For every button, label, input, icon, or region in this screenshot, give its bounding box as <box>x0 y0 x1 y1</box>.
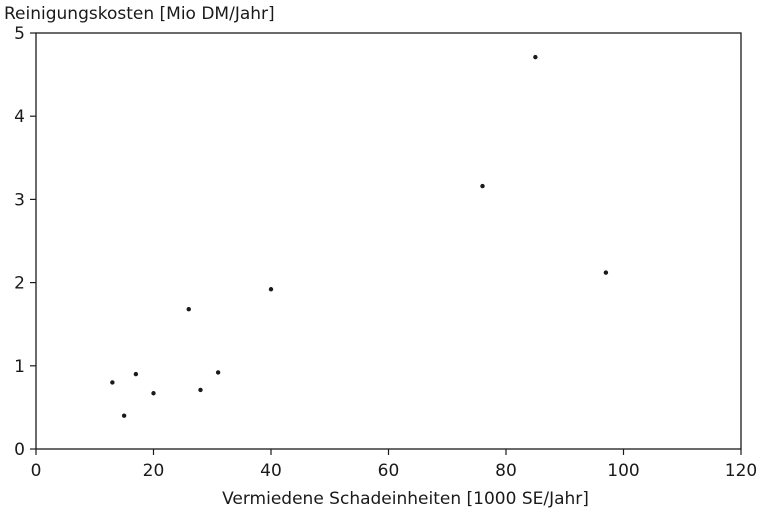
x-axis-title: Vermiedene Schadeinheiten [1000 SE/Jahr] <box>222 489 589 509</box>
data-point <box>198 387 203 393</box>
x-tick-label: 100 <box>607 461 639 481</box>
data-points <box>110 54 609 418</box>
x-tick-label: 120 <box>725 461 757 481</box>
x-tick-label: 0 <box>31 461 42 481</box>
x-tick-label: 80 <box>495 461 517 481</box>
data-point <box>110 380 115 385</box>
y-axis-title: Reinigungskosten [Mio DM/Jahr] <box>4 4 275 24</box>
y-tick-label: 5 <box>14 24 25 44</box>
data-point <box>533 54 538 60</box>
y-tick-label: 2 <box>14 274 25 294</box>
x-tick-label: 20 <box>143 461 165 481</box>
plot-frame <box>35 32 742 450</box>
y-tick-label: 3 <box>14 190 25 210</box>
data-point <box>133 371 139 377</box>
y-tick-label: 0 <box>14 440 25 460</box>
data-point <box>603 270 609 275</box>
x-tick-label: 60 <box>378 461 400 481</box>
data-point <box>268 287 274 292</box>
data-point <box>480 183 485 189</box>
x-axis-ticks: 0 20 40 60 80 100 120 <box>31 449 757 481</box>
data-point <box>151 391 156 396</box>
data-point <box>186 307 191 312</box>
y-tick-label: 4 <box>14 107 25 127</box>
y-axis-ticks: 0 1 2 3 4 5 <box>14 24 36 460</box>
x-tick-label: 40 <box>260 461 282 481</box>
data-point <box>121 413 127 418</box>
data-point <box>215 370 221 375</box>
y-tick-label: 1 <box>14 357 25 377</box>
